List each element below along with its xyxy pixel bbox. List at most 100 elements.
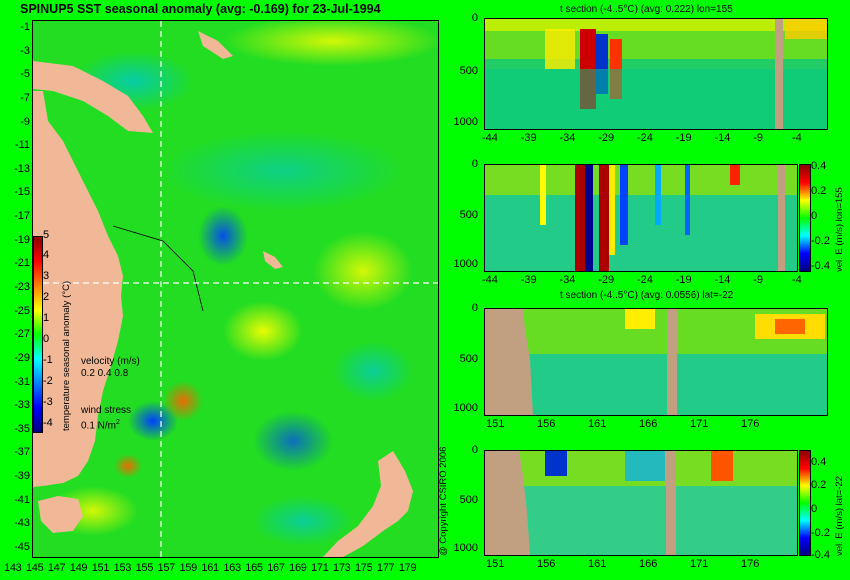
colorbar-label: temperature seasonal anomaly (°C) [61, 280, 72, 431]
lon-tick-label: 157 [157, 562, 176, 574]
lon-tick-label: 167 [267, 562, 285, 574]
depth-tick-label: 0 [471, 444, 478, 456]
depth-tick-label: 0 [471, 302, 478, 314]
lat-tick-label: -33 [14, 399, 30, 412]
lon-section-tick: 166 [639, 558, 658, 570]
lat-tick-label: -1 [20, 21, 30, 33]
lat-section-tick: -44 [482, 274, 498, 286]
vel-tick: -0.4 [811, 549, 830, 561]
vel-tick: 0 [811, 210, 818, 222]
lat-tick-label: -25 [14, 304, 30, 317]
depth-tick-label: 1000 [453, 402, 478, 414]
lon-tick-label: 169 [289, 562, 307, 574]
map-colorbar [33, 236, 43, 433]
map-lat-axis: -1 -3 -5 -7 -9 -11 -13 -15 -17 -19 -21 -23 -25 -27 -29… [4, 20, 30, 556]
lat-tick-label: -41 [14, 493, 30, 506]
lat-section-tick: -24 [637, 274, 653, 286]
lon-tick-label: 149 [69, 562, 88, 574]
velocity-legend-label: velocity (m/s) [81, 356, 140, 367]
depth-tick-label: 1000 [453, 258, 478, 270]
wind-legend-label: wind stress [81, 405, 132, 416]
wind-legend-scale: 0.1 N/m2 [81, 419, 120, 432]
lon-tick-label: 143 [4, 562, 22, 574]
depth-tick-label: 1000 [453, 542, 478, 554]
lat-section-tick: -19 [675, 274, 692, 286]
lat-section-tick: -39 [520, 132, 537, 144]
lon-section-tick: 151 [486, 558, 505, 570]
depth-tick-label: 0 [471, 12, 478, 24]
lat-tick-label: -5 [20, 68, 30, 81]
colorbar-tick: -4 [43, 417, 53, 429]
lat-tick-label: -13 [14, 162, 30, 175]
depth-tick-label: 500 [459, 352, 478, 365]
lon-section-tick: 161 [588, 558, 607, 570]
vel-tick: 0 [811, 503, 818, 515]
lat-section-tick: -4 [792, 132, 802, 144]
vel-tick: 0.4 [811, 456, 827, 468]
map-lon-axis: 143 145 147 149 151 153 155 157 159 161 163 165 167 1… [4, 562, 437, 576]
vel-label-lat: vel. E (m/s) lat=-22 [834, 476, 845, 556]
lon-section-tick: 151 [486, 418, 505, 430]
lat-section-tick: -24 [637, 132, 653, 144]
lat-tick-label: -17 [14, 210, 30, 223]
vel-colorbar-lat [799, 450, 811, 556]
lon-tick-label: 175 [354, 562, 373, 574]
depth-tick-label: 500 [459, 493, 478, 506]
colorbar-tick: 3 [43, 270, 50, 282]
lon-tick-label: 155 [135, 562, 154, 574]
vel-tick: 0.2 [811, 479, 827, 491]
sst-anomaly-map: 5 4 3 2 1 0 -1 -2 -3 -4 temperature seas… [32, 20, 439, 558]
lat-section-tick: -34 [559, 132, 576, 144]
panel1-title: t section (-4..5°C) (avg: 0.222) lon=155 [560, 4, 733, 15]
lat-section-tick: -9 [753, 132, 764, 144]
lat-tick-label: -43 [14, 517, 30, 530]
lat-tick-label: -39 [14, 470, 30, 483]
lon-section-tick: 171 [690, 558, 709, 570]
lon-section-tick: 156 [537, 558, 556, 570]
lat-tick-label: -3 [20, 44, 30, 57]
lat-tick-label: -27 [14, 328, 30, 341]
lat-section-tick: -39 [520, 274, 537, 286]
lat-tick-label: -21 [14, 257, 30, 270]
vel-tick: 0.4 [811, 160, 827, 172]
vel-tick: -0.2 [811, 235, 830, 247]
lat-tick-label: -23 [14, 281, 30, 293]
lon-tick-label: 179 [398, 562, 417, 574]
lat-tick-label: -9 [20, 115, 30, 128]
lat-section-tick: -9 [753, 274, 764, 286]
lon-section-tick: 161 [588, 418, 607, 430]
vel-tick: -0.2 [811, 527, 830, 539]
lon-section-tick: 176 [741, 558, 760, 570]
lon-tick-label: 145 [25, 562, 44, 574]
lat-section-tick: -4 [792, 274, 802, 286]
lon-tick-label: 165 [245, 562, 263, 574]
lat-tick-label: -35 [14, 422, 30, 435]
colorbar-tick: -1 [43, 354, 53, 366]
lon-section-tick: 156 [537, 418, 556, 430]
depth-tick-label: 500 [459, 208, 478, 221]
lat-section-tick: -19 [675, 132, 692, 144]
lat-tick-label: -37 [14, 446, 30, 459]
colorbar-tick: -3 [43, 396, 53, 408]
copyright-text: @ Copyright CSIRO 2006 [438, 446, 449, 556]
vel-tick: 0.2 [811, 185, 827, 197]
lat-tick-label: -11 [14, 139, 30, 152]
depth-tick-label: 1000 [453, 116, 478, 128]
vel-section-lat-panel [484, 450, 798, 556]
lon-tick-label: 171 [311, 562, 329, 574]
lat-tick-label: -29 [14, 351, 30, 364]
vel-colorbar-lon [799, 164, 811, 272]
lat-tick-label: -31 [14, 375, 30, 388]
map-title: SPINUP5 SST seasonal anomaly (avg: -0.16… [20, 2, 381, 16]
velocity-legend-scale: 0.2 0.4 0.8 [81, 368, 129, 379]
depth-tick-label: 500 [459, 64, 478, 77]
lon-section-tick: 176 [741, 418, 760, 430]
lon-tick-label: 177 [376, 562, 395, 574]
colorbar-tick: -2 [43, 375, 53, 387]
colorbar-tick: 1 [43, 312, 50, 324]
temp-section-lat-panel [484, 308, 828, 416]
colorbar-tick: 5 [43, 229, 50, 241]
lon-tick-label: 163 [223, 562, 241, 574]
lat-tick-label: -15 [14, 186, 30, 199]
vel-label-lon: vel. E (m/s) lon=155 [834, 187, 845, 272]
